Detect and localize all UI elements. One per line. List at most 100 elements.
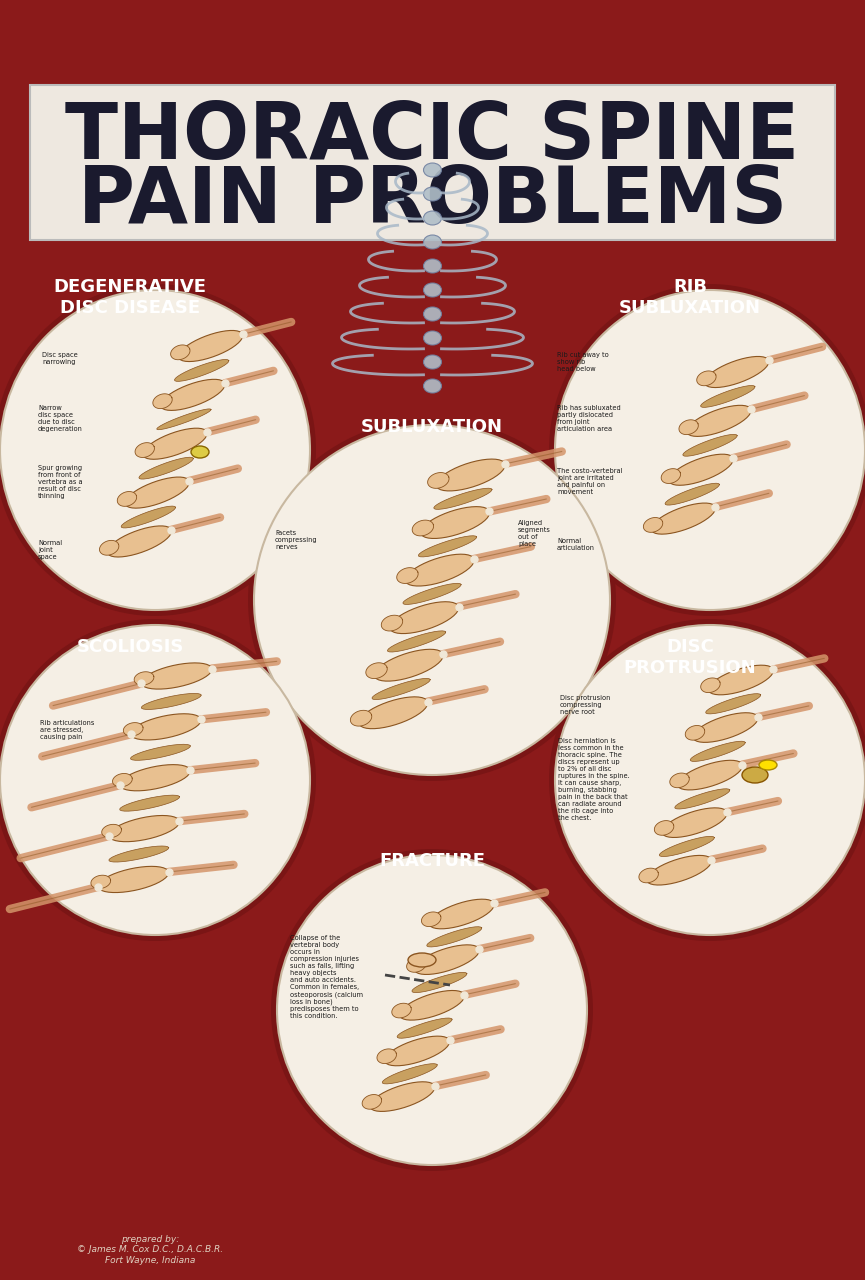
Polygon shape	[119, 795, 180, 812]
FancyBboxPatch shape	[30, 84, 835, 241]
Text: RIB
SUBLUXATION: RIB SUBLUXATION	[619, 278, 761, 316]
Text: SUBLUXATION: SUBLUXATION	[361, 419, 503, 436]
Ellipse shape	[277, 855, 587, 1165]
Ellipse shape	[271, 849, 593, 1171]
Text: SCOLIOSIS: SCOLIOSIS	[76, 637, 183, 655]
Polygon shape	[679, 420, 698, 435]
Polygon shape	[118, 492, 137, 507]
Polygon shape	[109, 846, 169, 861]
Polygon shape	[375, 649, 443, 681]
Polygon shape	[704, 357, 769, 388]
Polygon shape	[99, 540, 119, 556]
Polygon shape	[661, 468, 681, 484]
Polygon shape	[670, 773, 689, 787]
Polygon shape	[170, 344, 190, 360]
Ellipse shape	[424, 379, 441, 393]
Polygon shape	[701, 678, 721, 692]
Text: Aligned
segments
out of
place: Aligned segments out of place	[518, 520, 551, 547]
Text: PAIN PROBLEMS: PAIN PROBLEMS	[78, 163, 787, 239]
Polygon shape	[651, 503, 715, 534]
Polygon shape	[400, 991, 465, 1020]
Polygon shape	[427, 472, 449, 489]
Polygon shape	[370, 1082, 435, 1111]
Polygon shape	[381, 616, 403, 631]
Polygon shape	[143, 429, 207, 460]
Ellipse shape	[424, 355, 441, 369]
Polygon shape	[412, 520, 433, 536]
Polygon shape	[125, 477, 189, 508]
Polygon shape	[414, 945, 479, 974]
Text: Facets
compressing
nerves: Facets compressing nerves	[275, 530, 317, 550]
Polygon shape	[665, 484, 720, 506]
Ellipse shape	[424, 236, 441, 250]
Polygon shape	[639, 868, 658, 883]
Polygon shape	[407, 957, 426, 973]
Polygon shape	[390, 602, 458, 634]
Polygon shape	[112, 773, 132, 787]
Polygon shape	[157, 408, 211, 430]
Polygon shape	[701, 385, 755, 407]
Ellipse shape	[0, 291, 310, 611]
Ellipse shape	[424, 211, 441, 225]
Text: Rib cut away to
show rib
head below: Rib cut away to show rib head below	[557, 352, 609, 372]
Polygon shape	[436, 460, 505, 492]
Polygon shape	[175, 360, 229, 381]
Polygon shape	[119, 764, 190, 791]
Polygon shape	[392, 1004, 411, 1018]
Ellipse shape	[0, 620, 316, 941]
Polygon shape	[406, 554, 474, 586]
Polygon shape	[654, 820, 674, 836]
Polygon shape	[397, 1018, 452, 1038]
Polygon shape	[662, 808, 727, 837]
Text: Spur growing
from front of
vertebra as a
result of disc
thinning: Spur growing from front of vertebra as a…	[38, 465, 83, 499]
Text: The costo-vertebral
joint are irritated
and painful on
movement: The costo-vertebral joint are irritated …	[557, 468, 623, 495]
Polygon shape	[178, 330, 243, 361]
Polygon shape	[669, 454, 734, 485]
Polygon shape	[121, 506, 176, 527]
Text: DEGENERATIVE
DISC DISEASE: DEGENERATIVE DISC DISEASE	[54, 278, 207, 316]
Text: Disc protrusion
compressing
nerve root: Disc protrusion compressing nerve root	[560, 695, 611, 716]
Ellipse shape	[555, 291, 865, 611]
Polygon shape	[687, 406, 751, 436]
Polygon shape	[141, 694, 202, 709]
Polygon shape	[685, 726, 705, 740]
Text: Normal
joint
space: Normal joint space	[38, 540, 62, 561]
Polygon shape	[91, 876, 111, 888]
Polygon shape	[107, 526, 171, 557]
Polygon shape	[366, 663, 388, 678]
Polygon shape	[362, 1094, 381, 1110]
Polygon shape	[675, 788, 730, 809]
Polygon shape	[153, 394, 172, 408]
Polygon shape	[139, 457, 193, 479]
Polygon shape	[412, 973, 467, 992]
Polygon shape	[677, 760, 742, 790]
Ellipse shape	[248, 419, 616, 781]
Polygon shape	[141, 663, 212, 689]
Ellipse shape	[254, 425, 610, 774]
Polygon shape	[419, 536, 477, 557]
Polygon shape	[420, 507, 490, 539]
Polygon shape	[690, 741, 746, 762]
Polygon shape	[377, 1048, 396, 1064]
Ellipse shape	[0, 284, 316, 616]
Polygon shape	[98, 867, 169, 892]
Polygon shape	[708, 666, 773, 695]
Polygon shape	[696, 371, 716, 385]
Text: Normal
articulation: Normal articulation	[557, 538, 595, 550]
Polygon shape	[161, 379, 225, 411]
Polygon shape	[706, 694, 760, 714]
Polygon shape	[659, 836, 714, 856]
Polygon shape	[385, 1036, 450, 1066]
Polygon shape	[124, 723, 143, 736]
Polygon shape	[102, 824, 121, 837]
Polygon shape	[429, 899, 494, 929]
Polygon shape	[644, 517, 663, 532]
Polygon shape	[426, 927, 482, 947]
Text: THORACIC SPINE: THORACIC SPINE	[66, 99, 799, 175]
Polygon shape	[434, 488, 492, 509]
Ellipse shape	[424, 187, 441, 201]
Polygon shape	[647, 855, 712, 884]
Ellipse shape	[555, 625, 865, 934]
Polygon shape	[109, 815, 179, 842]
Polygon shape	[135, 443, 155, 457]
